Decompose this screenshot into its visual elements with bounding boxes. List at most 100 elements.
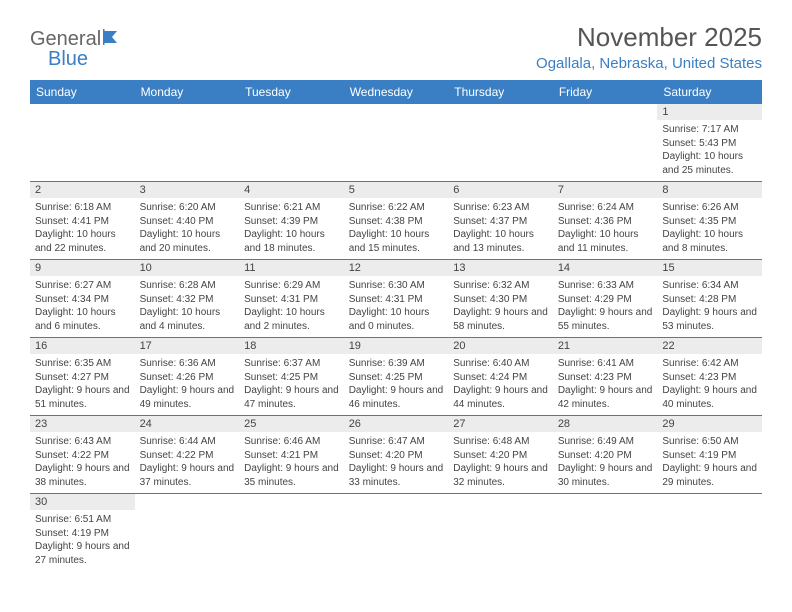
daylight-text: Daylight: 10 hours and 4 minutes. [140, 306, 235, 333]
calendar-cell: 4Sunrise: 6:21 AMSunset: 4:39 PMDaylight… [239, 182, 344, 260]
calendar-header-row: Sunday Monday Tuesday Wednesday Thursday… [30, 80, 762, 104]
daylight-text: Daylight: 9 hours and 53 minutes. [662, 306, 757, 333]
sunrise-text: Sunrise: 6:47 AM [349, 435, 444, 449]
daylight-text: Daylight: 9 hours and 35 minutes. [244, 462, 339, 489]
sunset-text: Sunset: 4:19 PM [35, 527, 130, 541]
day-info: Sunrise: 6:40 AMSunset: 4:24 PMDaylight:… [448, 354, 553, 415]
calendar-row: 9Sunrise: 6:27 AMSunset: 4:34 PMDaylight… [30, 260, 762, 338]
day-number: 18 [239, 338, 344, 354]
day-number: 30 [30, 494, 135, 510]
calendar-cell: 10Sunrise: 6:28 AMSunset: 4:32 PMDayligh… [135, 260, 240, 338]
sunrise-text: Sunrise: 6:18 AM [35, 201, 130, 215]
daylight-text: Daylight: 9 hours and 32 minutes. [453, 462, 548, 489]
day-info: Sunrise: 6:24 AMSunset: 4:36 PMDaylight:… [553, 198, 658, 259]
sunrise-text: Sunrise: 6:44 AM [140, 435, 235, 449]
sunrise-text: Sunrise: 6:21 AM [244, 201, 339, 215]
day-number: 2 [30, 182, 135, 198]
day-number: 1 [657, 104, 762, 120]
sunrise-text: Sunrise: 6:23 AM [453, 201, 548, 215]
calendar-cell: 23Sunrise: 6:43 AMSunset: 4:22 PMDayligh… [30, 416, 135, 494]
daylight-text: Daylight: 10 hours and 2 minutes. [244, 306, 339, 333]
day-number: 17 [135, 338, 240, 354]
sunset-text: Sunset: 4:41 PM [35, 215, 130, 229]
day-info: Sunrise: 7:17 AMSunset: 5:43 PMDaylight:… [657, 120, 762, 181]
sunrise-text: Sunrise: 6:30 AM [349, 279, 444, 293]
day-number: 28 [553, 416, 658, 432]
calendar-cell: 16Sunrise: 6:35 AMSunset: 4:27 PMDayligh… [30, 338, 135, 416]
day-number: 6 [448, 182, 553, 198]
calendar-cell: 17Sunrise: 6:36 AMSunset: 4:26 PMDayligh… [135, 338, 240, 416]
sunset-text: Sunset: 4:24 PM [453, 371, 548, 385]
daylight-text: Daylight: 10 hours and 13 minutes. [453, 228, 548, 255]
day-info: Sunrise: 6:32 AMSunset: 4:30 PMDaylight:… [448, 276, 553, 337]
logo-text-blue: Blue [48, 48, 88, 71]
sunset-text: Sunset: 4:21 PM [244, 449, 339, 463]
calendar-cell [553, 104, 658, 182]
calendar-cell [553, 494, 658, 572]
col-sunday: Sunday [30, 80, 135, 104]
calendar-cell: 18Sunrise: 6:37 AMSunset: 4:25 PMDayligh… [239, 338, 344, 416]
daylight-text: Daylight: 10 hours and 0 minutes. [349, 306, 444, 333]
day-number: 20 [448, 338, 553, 354]
day-info: Sunrise: 6:21 AMSunset: 4:39 PMDaylight:… [239, 198, 344, 259]
calendar-cell: 9Sunrise: 6:27 AMSunset: 4:34 PMDaylight… [30, 260, 135, 338]
calendar-cell: 24Sunrise: 6:44 AMSunset: 4:22 PMDayligh… [135, 416, 240, 494]
calendar-cell [448, 104, 553, 182]
sunset-text: Sunset: 4:31 PM [244, 293, 339, 307]
sunrise-text: Sunrise: 6:40 AM [453, 357, 548, 371]
calendar-cell: 21Sunrise: 6:41 AMSunset: 4:23 PMDayligh… [553, 338, 658, 416]
header: General November 2025 Ogallala, Nebraska… [30, 22, 762, 72]
col-friday: Friday [553, 80, 658, 104]
day-info: Sunrise: 6:35 AMSunset: 4:27 PMDaylight:… [30, 354, 135, 415]
col-saturday: Saturday [657, 80, 762, 104]
sunset-text: Sunset: 4:32 PM [140, 293, 235, 307]
sunset-text: Sunset: 4:36 PM [558, 215, 653, 229]
daylight-text: Daylight: 9 hours and 42 minutes. [558, 384, 653, 411]
calendar-cell [239, 104, 344, 182]
day-number: 21 [553, 338, 658, 354]
location-text: Ogallala, Nebraska, United States [536, 55, 762, 72]
sunrise-text: Sunrise: 6:33 AM [558, 279, 653, 293]
sunrise-text: Sunrise: 6:26 AM [662, 201, 757, 215]
day-info: Sunrise: 6:46 AMSunset: 4:21 PMDaylight:… [239, 432, 344, 493]
calendar-cell [448, 494, 553, 572]
sunrise-text: Sunrise: 6:34 AM [662, 279, 757, 293]
calendar-cell: 1Sunrise: 7:17 AMSunset: 5:43 PMDaylight… [657, 104, 762, 182]
day-info: Sunrise: 6:39 AMSunset: 4:25 PMDaylight:… [344, 354, 449, 415]
calendar-cell: 13Sunrise: 6:32 AMSunset: 4:30 PMDayligh… [448, 260, 553, 338]
day-info: Sunrise: 6:22 AMSunset: 4:38 PMDaylight:… [344, 198, 449, 259]
calendar-cell: 5Sunrise: 6:22 AMSunset: 4:38 PMDaylight… [344, 182, 449, 260]
calendar-cell: 26Sunrise: 6:47 AMSunset: 4:20 PMDayligh… [344, 416, 449, 494]
sunset-text: Sunset: 4:20 PM [558, 449, 653, 463]
day-number: 19 [344, 338, 449, 354]
calendar-cell: 25Sunrise: 6:46 AMSunset: 4:21 PMDayligh… [239, 416, 344, 494]
day-number: 16 [30, 338, 135, 354]
day-number: 23 [30, 416, 135, 432]
day-number: 15 [657, 260, 762, 276]
sunset-text: Sunset: 5:43 PM [662, 137, 757, 151]
daylight-text: Daylight: 9 hours and 49 minutes. [140, 384, 235, 411]
sunset-text: Sunset: 4:22 PM [140, 449, 235, 463]
day-info: Sunrise: 6:27 AMSunset: 4:34 PMDaylight:… [30, 276, 135, 337]
col-monday: Monday [135, 80, 240, 104]
calendar-cell: 20Sunrise: 6:40 AMSunset: 4:24 PMDayligh… [448, 338, 553, 416]
calendar-cell: 22Sunrise: 6:42 AMSunset: 4:23 PMDayligh… [657, 338, 762, 416]
sunset-text: Sunset: 4:38 PM [349, 215, 444, 229]
daylight-text: Daylight: 10 hours and 8 minutes. [662, 228, 757, 255]
sunset-text: Sunset: 4:19 PM [662, 449, 757, 463]
daylight-text: Daylight: 10 hours and 11 minutes. [558, 228, 653, 255]
day-info: Sunrise: 6:20 AMSunset: 4:40 PMDaylight:… [135, 198, 240, 259]
sunset-text: Sunset: 4:35 PM [662, 215, 757, 229]
day-number: 3 [135, 182, 240, 198]
calendar-cell [135, 104, 240, 182]
month-title: November 2025 [536, 22, 762, 53]
day-number: 25 [239, 416, 344, 432]
day-info: Sunrise: 6:51 AMSunset: 4:19 PMDaylight:… [30, 510, 135, 571]
daylight-text: Daylight: 10 hours and 22 minutes. [35, 228, 130, 255]
calendar-row: 16Sunrise: 6:35 AMSunset: 4:27 PMDayligh… [30, 338, 762, 416]
daylight-text: Daylight: 9 hours and 29 minutes. [662, 462, 757, 489]
daylight-text: Daylight: 9 hours and 40 minutes. [662, 384, 757, 411]
calendar-cell: 19Sunrise: 6:39 AMSunset: 4:25 PMDayligh… [344, 338, 449, 416]
col-thursday: Thursday [448, 80, 553, 104]
day-info: Sunrise: 6:28 AMSunset: 4:32 PMDaylight:… [135, 276, 240, 337]
